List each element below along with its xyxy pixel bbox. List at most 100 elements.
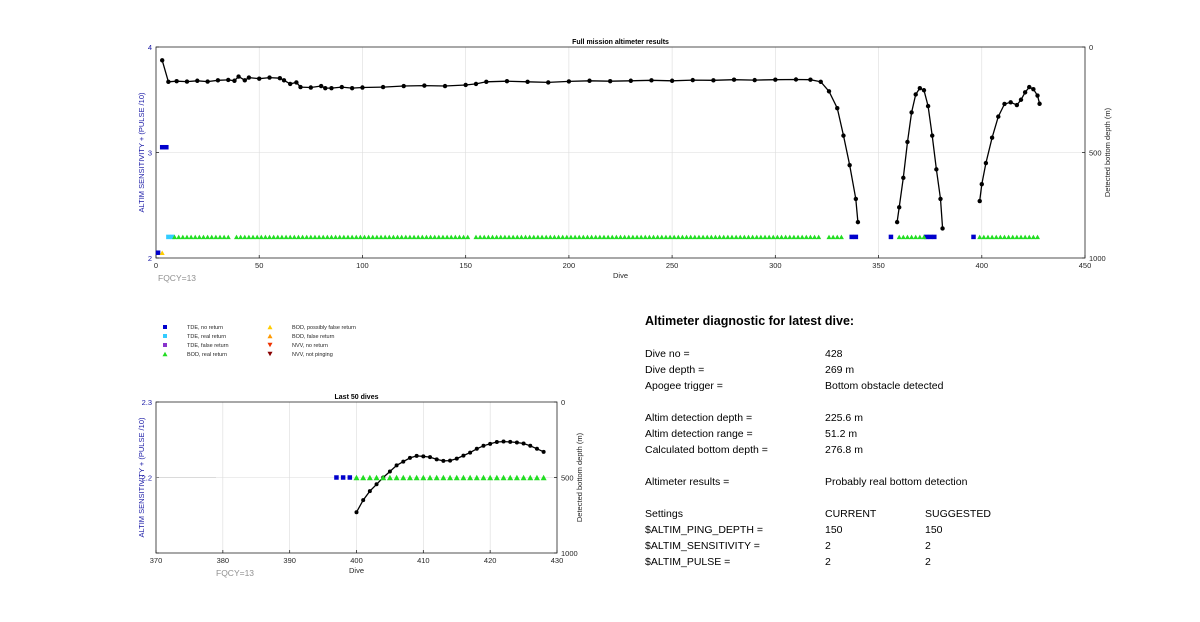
chart1-bod-marker [667, 234, 673, 240]
chart2-x-tick-label: 380 [217, 556, 230, 565]
chart1-bod-marker [531, 234, 537, 240]
chart2-bod-marker [433, 474, 440, 481]
chart1-bod-marker [415, 234, 421, 240]
chart2-bod-marker [520, 474, 527, 481]
pulse-suggested: 2 [925, 556, 931, 568]
det-depth-label: Altim detection depth = [645, 412, 753, 424]
chart2-bod-marker [467, 474, 474, 481]
settings-current-header: CURRENT [825, 508, 877, 520]
chart1-bod-marker [741, 234, 747, 240]
chart1-bod-marker [316, 234, 322, 240]
chart1-bod-marker [407, 234, 413, 240]
chart1-depth-point [246, 75, 252, 80]
chart1-bod-marker [1035, 234, 1041, 240]
det-range-value: 51.2 m [825, 428, 858, 440]
chart2-depth-point [374, 482, 379, 487]
chart1-bod-marker [246, 234, 252, 240]
chart1-bod-marker [638, 234, 644, 240]
chart2-depth-point [481, 443, 486, 448]
chart1-depth-point [977, 198, 982, 204]
chart1-bod-marker [225, 234, 231, 240]
chart1-bod-marker [921, 234, 927, 240]
chart2-bod-marker [453, 474, 460, 481]
chart1-depth-point [855, 219, 861, 225]
chart2-tde-marker [347, 475, 353, 480]
chart2-depth-point [528, 443, 533, 448]
chart1-depth-point [1037, 101, 1042, 106]
chart1-bod-marker [576, 234, 582, 240]
chart1-bod-marker [725, 234, 731, 240]
chart1-bod-marker [217, 234, 223, 240]
chart1-bod-marker [799, 234, 805, 240]
chart2-depth-point [367, 489, 372, 494]
chart2-bod-marker [393, 474, 400, 481]
chart1-y-left-tick-label: 2 [148, 254, 152, 263]
chart2-x-tick-label: 430 [551, 556, 564, 565]
chart1-bod-marker [378, 234, 384, 240]
dive-no-label: Dive no = [645, 348, 690, 360]
chart1-depth-point [690, 77, 695, 83]
chart1-bod-marker [254, 234, 260, 240]
chart1-bod-marker [461, 234, 467, 240]
chart1-bod-marker [913, 234, 919, 240]
chart1-fqcy-annotation: FQCY=13 [158, 273, 196, 283]
chart1-bod-marker [502, 234, 508, 240]
chart1-bod-marker [904, 234, 910, 240]
chart1-bod-marker [543, 234, 549, 240]
chart2-depth-point [508, 439, 513, 444]
chart1-bod-marker [601, 234, 607, 240]
chart1-bod-marker [176, 234, 182, 240]
chart1-bod-marker [834, 234, 840, 240]
chart2-bod-marker [413, 474, 420, 481]
chart2-bod-marker [406, 474, 413, 481]
chart1-depth-point [226, 77, 231, 83]
chart1-bod-marker [580, 234, 586, 240]
chart1-depth-point [484, 79, 489, 85]
chart1-bod-marker [399, 234, 405, 240]
results-value: Probably real bottom detection [825, 476, 968, 488]
chart1-depth-point [996, 114, 1001, 119]
chart1-bod-marker [213, 234, 219, 240]
chart1-bod-marker [192, 234, 198, 240]
chart1-bod-marker [618, 234, 623, 240]
chart2-y-right-tick-label: 500 [561, 474, 574, 483]
chart2-bod-marker [440, 474, 447, 481]
chart1-bod-marker [300, 234, 306, 240]
chart1-bod-marker [1018, 234, 1024, 240]
chart1-bod-marker [708, 234, 714, 240]
chart1-y-right-axis-label: Detected bottom depth (m) [1103, 107, 1112, 197]
chart1-bod-marker [390, 234, 396, 240]
chart1-bod-marker [337, 234, 343, 240]
chart2-depth-point [394, 463, 399, 468]
chart2-y-right-axis-label: Detected bottom depth (m) [575, 432, 584, 522]
chart1-depth-point [793, 77, 799, 82]
chart2-bod-marker [427, 474, 434, 481]
chart1-bod-marker [494, 234, 500, 240]
chart1-bod-marker [989, 234, 995, 240]
chart1-depth-point [917, 85, 923, 91]
chart2-bod-marker [386, 474, 393, 481]
chart1-bod-marker [779, 234, 785, 240]
chart2-bod-marker [480, 474, 487, 481]
chart1-bod-marker [271, 234, 277, 240]
chart1-y-left-tick-label: 4 [148, 43, 152, 52]
settings-suggested-header: SUGGESTED [925, 508, 991, 520]
ping-depth-current: 150 [825, 524, 843, 536]
chart2-depth-point [387, 469, 392, 474]
chart1-bod-marker [209, 234, 215, 240]
chart1-depth-point [938, 196, 943, 202]
pulse-label: $ALTIM_PULSE = [645, 556, 731, 568]
chart1-bod-marker [896, 234, 902, 240]
chart1-bod-marker [196, 234, 202, 240]
chart1-depth-point [287, 81, 293, 87]
chart1-bod-marker [180, 234, 186, 240]
chart1-bod-marker [448, 234, 454, 240]
chart1-depth-point [649, 78, 654, 83]
chart2-depth-point [494, 440, 499, 445]
chart1-x-tick-label: 350 [872, 261, 885, 270]
chart1-depth-point [294, 80, 299, 85]
chart1-depth-point [1014, 102, 1020, 108]
legend-marker-7 [267, 342, 273, 348]
chart1-tde-marker [164, 144, 169, 150]
